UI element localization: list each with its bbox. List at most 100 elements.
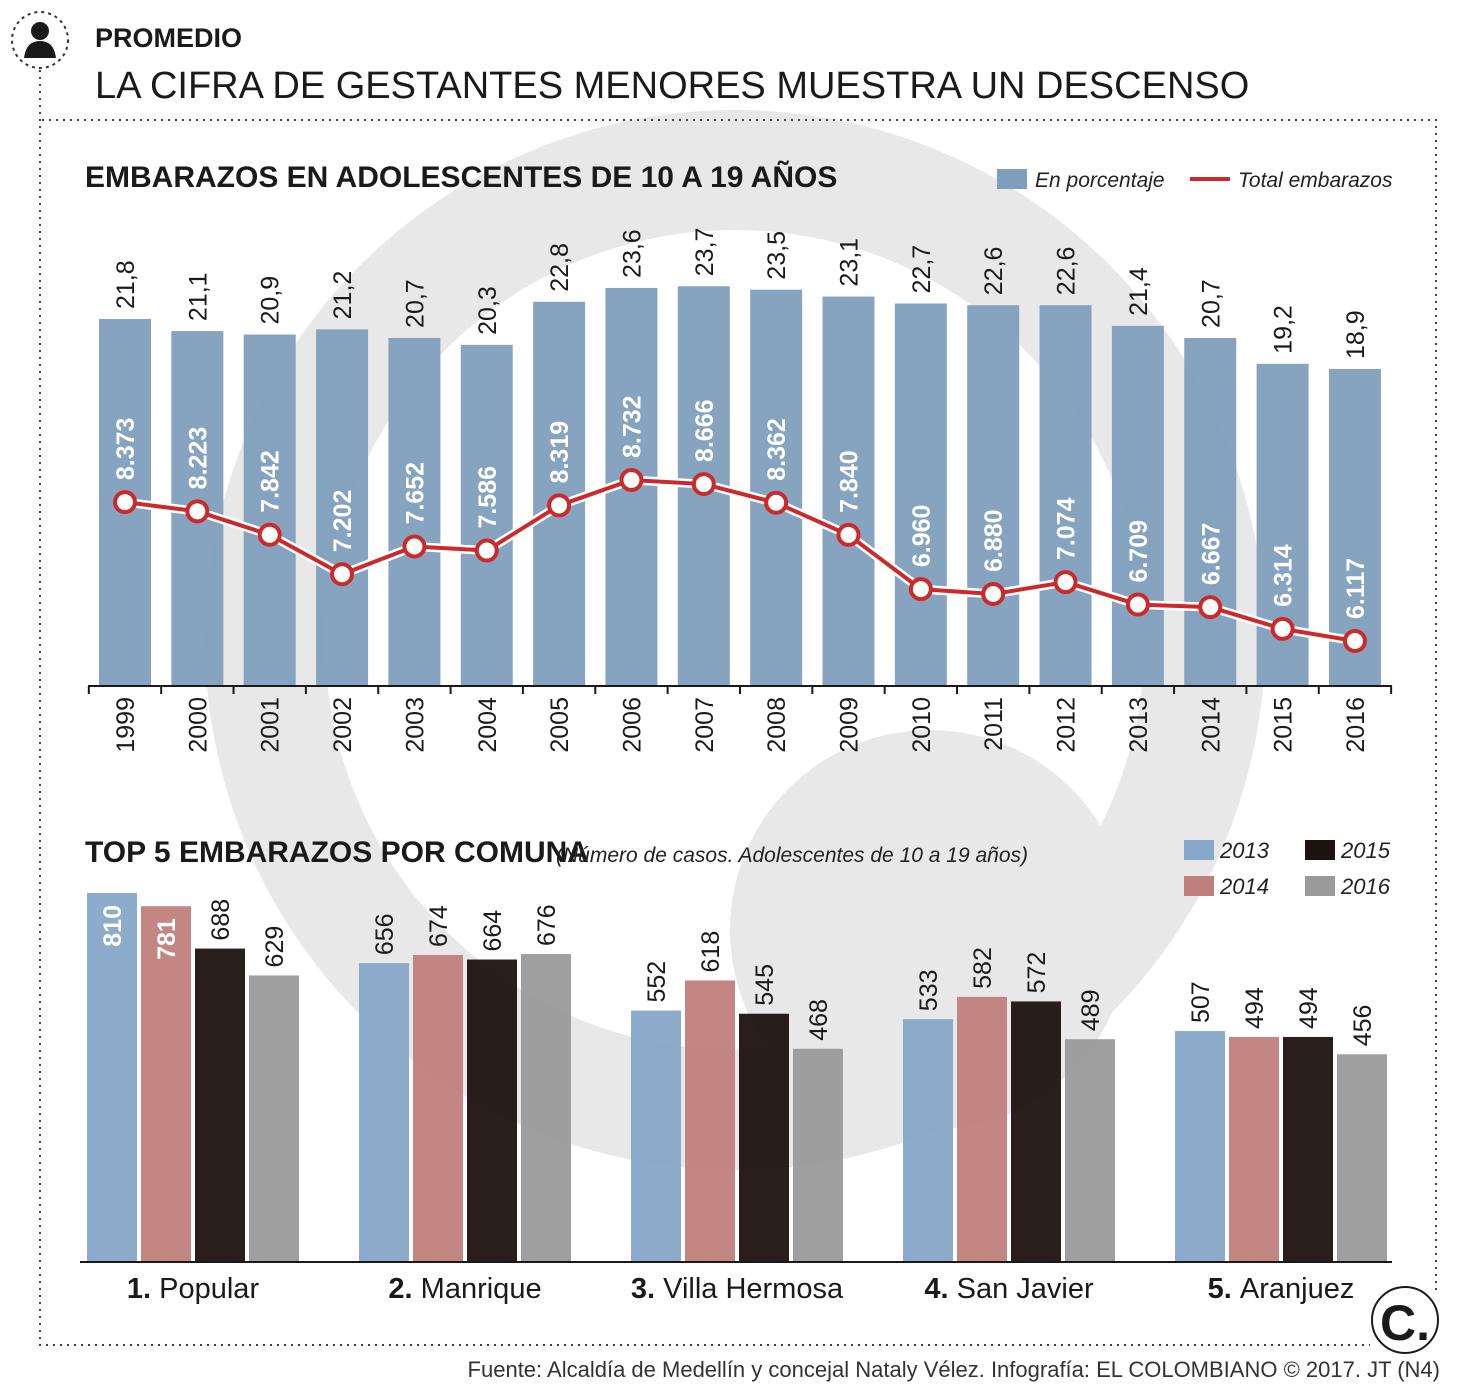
chart-comunas: 810 781 688 629 1. Popular 656 674 664 676 2. Man… (80, 893, 1392, 1305)
line-point-label: 7.586 (474, 466, 502, 529)
category-label: 5. Aranjuez (1208, 1273, 1355, 1305)
bar-pct-2002 (316, 329, 369, 686)
bar-value-label: 656 (371, 913, 399, 955)
bar-2015-3 (739, 1013, 789, 1262)
x-tick-label: 2009 (836, 697, 864, 753)
line-point-2001 (257, 522, 282, 547)
bar-value-label: 582 (969, 947, 997, 989)
bar-2015-4 (1011, 1001, 1061, 1262)
line-point-label: 6.960 (908, 505, 936, 568)
line-point-2010 (908, 577, 933, 602)
bar-pct-2001 (243, 334, 296, 686)
category-number: 1. (127, 1273, 159, 1305)
x-tick-label: 1999 (112, 697, 140, 753)
line-point-2005 (547, 493, 572, 518)
bar-value-label: 456 (1349, 1005, 1377, 1047)
line-point-2016 (1342, 629, 1367, 653)
bar-2016-5 (1337, 1054, 1387, 1262)
legend-swatch-2013 (1184, 840, 1214, 860)
x-tick-label: 2012 (1053, 697, 1081, 753)
x-tick-label: 2006 (618, 697, 646, 753)
bar-pct-label: 22,6 (1053, 247, 1081, 296)
bar-pct-label: 20,7 (401, 279, 429, 328)
bar-pct-label: 22,7 (908, 245, 936, 294)
bar-2016-4 (1065, 1039, 1115, 1262)
x-tick-label: 2000 (184, 697, 212, 753)
bar-value-label: 688 (207, 899, 235, 941)
bar-pct-label: 20,7 (1197, 279, 1225, 328)
line-point-2013 (1125, 592, 1150, 617)
bar-value-label: 781 (153, 918, 181, 960)
line-point-2011 (981, 582, 1006, 607)
category-label: 2. Manrique (388, 1273, 541, 1305)
x-tick-label: 2011 (980, 697, 1008, 751)
legend-label-2014: 2014 (1219, 874, 1269, 899)
legend-label-2013: 2013 (1219, 838, 1270, 863)
bar-2014-4 (957, 996, 1007, 1262)
bar-pct-2009 (822, 296, 875, 686)
bar-2013-2 (359, 963, 409, 1262)
x-tick-label: 2013 (1125, 697, 1153, 753)
legend-label-2015: 2015 (1340, 838, 1391, 863)
x-tick-label: 2016 (1342, 697, 1370, 753)
bar-value-label: 545 (751, 964, 779, 1006)
legend-label-total: Total embarazos (1238, 169, 1393, 192)
line-point-label: 6.709 (1125, 520, 1153, 583)
x-tick-label: 2015 (1270, 697, 1298, 753)
legend-swatch-2016 (1305, 876, 1335, 896)
person-icon (24, 22, 56, 58)
category-name: Manrique (421, 1273, 542, 1305)
legend-swatch-2014 (1184, 876, 1214, 896)
x-tick-label: 2002 (329, 697, 357, 753)
x-tick-label: 2014 (1197, 697, 1225, 753)
bar-pct-2004 (460, 344, 513, 686)
bar-2016-1 (249, 975, 299, 1262)
bar-pct-label: 23,7 (691, 228, 719, 277)
bar-pct-label: 21,1 (184, 272, 212, 321)
line-point-1999 (113, 490, 137, 515)
category-number: 2. (388, 1273, 420, 1305)
bar-value-label: 552 (643, 961, 671, 1003)
bar-pct-2003 (388, 337, 441, 686)
x-tick-label: 2001 (257, 697, 285, 753)
bar-pct-label: 23,6 (618, 229, 646, 278)
bar-pct-label: 21,8 (112, 260, 140, 309)
bar-value-label: 676 (533, 904, 561, 946)
person-icon-ring (11, 11, 69, 69)
x-tick-label: 2010 (908, 697, 936, 753)
bar-pct-2014 (1184, 337, 1237, 686)
bar-2015-5 (1283, 1036, 1333, 1262)
x-tick-label: 2003 (401, 697, 429, 753)
bar-2013-4 (903, 1019, 953, 1262)
line-point-2014 (1198, 595, 1223, 620)
line-point-2008 (764, 490, 789, 515)
bar-pct-label: 19,2 (1270, 305, 1298, 354)
category-label: 1. Popular (127, 1273, 260, 1305)
line-point-label: 6.667 (1197, 523, 1225, 586)
line-point-2003 (402, 534, 427, 559)
category-name: Villa Hermosa (663, 1273, 844, 1305)
bar-pct-label: 22,8 (546, 243, 574, 292)
x-tick-label: 2005 (546, 697, 574, 753)
bar-value-label: 810 (99, 905, 127, 947)
line-point-label: 8.223 (184, 427, 212, 490)
bar-2013-3 (631, 1010, 681, 1262)
chart2-legend: 2013 2015 2014 2016 (1184, 838, 1391, 899)
legend-label-percent: En porcentaje (1035, 169, 1165, 192)
logo-text: C. (1380, 1295, 1430, 1351)
bar-pct-label: 18,9 (1342, 310, 1370, 359)
bar-pct-label: 21,4 (1125, 267, 1153, 316)
line-point-2012 (1053, 570, 1078, 595)
bar-value-label: 533 (915, 969, 943, 1011)
bar-2013-5 (1175, 1031, 1225, 1262)
x-tick-label: 2004 (474, 697, 502, 753)
line-point-label: 6.117 (1342, 558, 1370, 619)
chart1-title: EMBARAZOS EN ADOLESCENTES DE 10 A 19 AÑO… (85, 160, 837, 194)
line-point-2002 (330, 562, 355, 587)
bar-pct-2010 (894, 303, 947, 686)
page-title: LA CIFRA DE GESTANTES MENORES MUESTRA UN… (95, 65, 1249, 107)
category-name: San Javier (957, 1273, 1094, 1305)
legend-swatch-2015 (1305, 840, 1335, 860)
bar-pct-label: 22,6 (980, 247, 1008, 296)
chart-embarazos: 21,8 1999 21,1 2000 20,9 2001 21,2 2002 20,7 2003… (87, 228, 1393, 753)
